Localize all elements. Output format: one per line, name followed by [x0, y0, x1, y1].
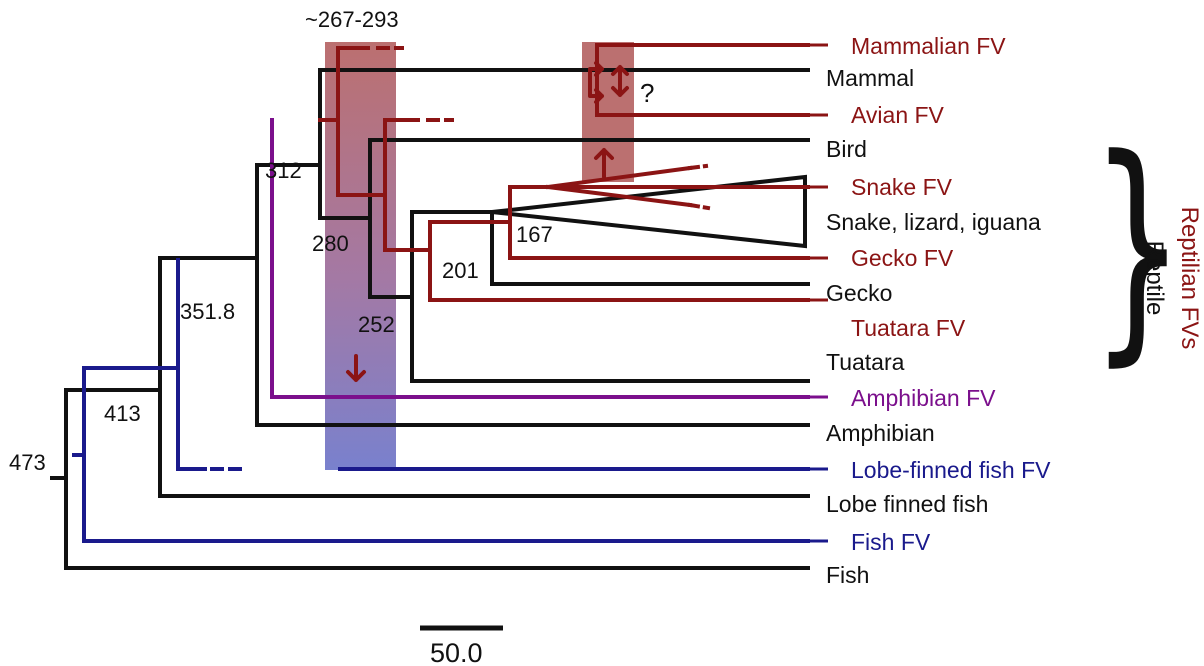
label-squamates: Snake, lizard, iguana	[826, 209, 1041, 235]
scale-bar-label: 50.0	[430, 638, 483, 666]
node-age-351: 351.8	[180, 299, 235, 324]
amphibian-fish-virus-tree	[72, 118, 810, 543]
node-age-167: 167	[516, 222, 553, 247]
label-gecko-fv: Gecko FV	[851, 245, 954, 271]
host-node-280	[368, 138, 810, 299]
node-age-labels: 473 413 351.8 312 280 252 201 167 ~267-2…	[9, 7, 654, 475]
arrow-swap-vertical-icon	[611, 65, 629, 97]
fv-snake-fan	[545, 165, 693, 208]
host-tree	[50, 68, 810, 570]
reptile-bracket-brace: }	[1090, 108, 1185, 387]
fv-lobe-node	[176, 258, 207, 471]
label-amphibian-fv: Amphibian FV	[851, 385, 996, 411]
label-reptilian-fvs: Reptilian FVs	[1176, 207, 1203, 350]
arrow-swap-curved-icon	[588, 61, 604, 104]
node-age-312: 312	[265, 158, 302, 183]
question-mark: ?	[640, 78, 654, 108]
label-reptile: Reptile	[1141, 241, 1168, 316]
fv-node-201	[428, 220, 810, 302]
label-bird: Bird	[826, 136, 867, 162]
host-node-312	[318, 68, 810, 220]
tip-labels: Mammalian FV Mammal Avian FV Bird Snake …	[826, 33, 1051, 588]
node-age-root: 473	[9, 450, 46, 475]
label-snake-fv: Snake FV	[851, 174, 953, 200]
fv-amphibian-branch	[270, 258, 810, 399]
label-tuatara: Tuatara	[826, 349, 905, 375]
mammal-bird-transfer-band	[582, 42, 634, 182]
label-fish-fv: Fish FV	[851, 529, 931, 555]
node-age-201: 201	[442, 258, 479, 283]
arrow-down-icon	[346, 354, 366, 382]
reptilian-virus-label-leaders	[808, 43, 828, 302]
host-node-252	[410, 210, 810, 383]
transfer-arrows	[346, 61, 629, 382]
fish-virus-label-leaders	[808, 395, 828, 543]
label-mammal: Mammal	[826, 65, 914, 91]
fv-node-252	[383, 118, 432, 252]
label-tuatara-fv: Tuatara FV	[851, 315, 966, 341]
arrow-up-icon	[594, 148, 614, 179]
fv-node-167	[508, 185, 810, 260]
label-lobe-fish: Lobe finned fish	[826, 491, 988, 517]
label-gecko: Gecko	[826, 280, 892, 306]
squamate-clade-triangle	[491, 174, 807, 249]
fv-snake-fan-stubs	[687, 163, 711, 211]
node-age-span: ~267-293	[305, 7, 399, 32]
node-age-252: 252	[358, 312, 395, 337]
label-avian-fv: Avian FV	[851, 102, 945, 128]
transmission-window-band	[325, 42, 396, 470]
fv-fish-root	[82, 366, 810, 543]
label-mammalian-fv: Mammalian FV	[851, 33, 1006, 59]
reptilian-virus-tree	[318, 43, 810, 302]
host-node-351	[255, 163, 810, 427]
host-root	[64, 388, 810, 570]
node-age-413: 413	[104, 401, 141, 426]
label-lobe-fish-fv: Lobe-finned fish FV	[851, 457, 1051, 483]
label-fish: Fish	[826, 562, 869, 588]
label-amphibian: Amphibian	[826, 420, 935, 446]
fv-node-280	[336, 46, 387, 197]
node-age-280: 280	[312, 231, 349, 256]
